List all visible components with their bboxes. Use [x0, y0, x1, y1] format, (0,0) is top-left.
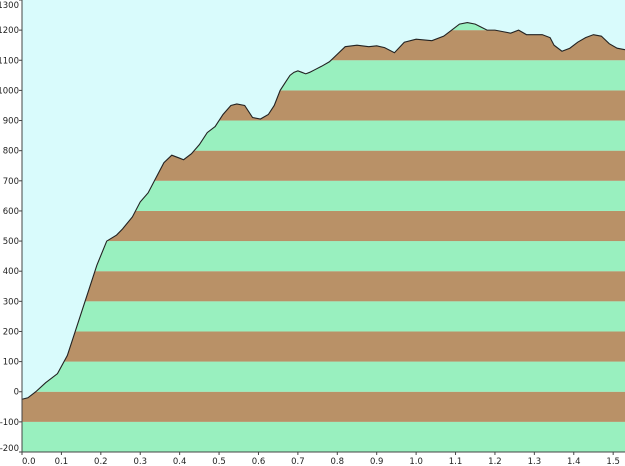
elevation-band [22, 421, 625, 452]
y-tick-label: 1300 [0, 1, 19, 11]
x-tick-label: 1.0 [409, 457, 423, 466]
x-tick-label: 0.3 [133, 457, 147, 466]
y-tick-label: 1100 [0, 56, 19, 66]
x-tick-label: 0.1 [55, 457, 69, 466]
elevation-band [22, 391, 625, 422]
x-tick-label: 0.0 [22, 457, 36, 466]
y-tick-label: 400 [3, 267, 19, 277]
x-tick-label: 0.6 [252, 457, 266, 466]
x-tick-label: 0.8 [331, 457, 345, 466]
x-tick-label: 0.9 [370, 457, 384, 466]
x-tick-label: 0.2 [94, 457, 108, 466]
y-tick-label: -100 [0, 418, 19, 428]
y-tick-label: 900 [3, 117, 19, 127]
elevation-band [22, 331, 625, 362]
x-tick-label: 0.4 [173, 457, 187, 466]
x-tick-label: 1.5 [606, 457, 620, 466]
y-tick-label: 800 [3, 147, 19, 157]
x-tick-label: 0.7 [291, 457, 305, 466]
y-tick-label: 300 [3, 297, 19, 307]
elevation-band [22, 271, 625, 302]
elevation-profile-line [21, 22, 625, 400]
x-tick-label: 1.4 [567, 457, 581, 466]
y-tick-label: 0 [14, 388, 19, 398]
x-tick-label: 0.5 [212, 457, 226, 466]
y-tick-label: 1200 [0, 26, 19, 36]
y-tick-label: 100 [3, 358, 19, 368]
x-tick-label: 1.2 [488, 457, 502, 466]
y-tick-label: 600 [3, 207, 19, 217]
y-tick-label: 200 [3, 327, 19, 337]
elevation-band [22, 241, 625, 272]
y-tick-label: 700 [3, 177, 19, 187]
elevation-band [22, 301, 625, 332]
elevation-band [22, 361, 625, 392]
x-tick-label: 1.3 [528, 457, 542, 466]
y-tick-label: 500 [3, 237, 19, 247]
y-tick-label: 1000 [0, 86, 19, 96]
x-tick-label: 1.1 [449, 457, 463, 466]
y-tick-label: -200 [0, 444, 19, 454]
